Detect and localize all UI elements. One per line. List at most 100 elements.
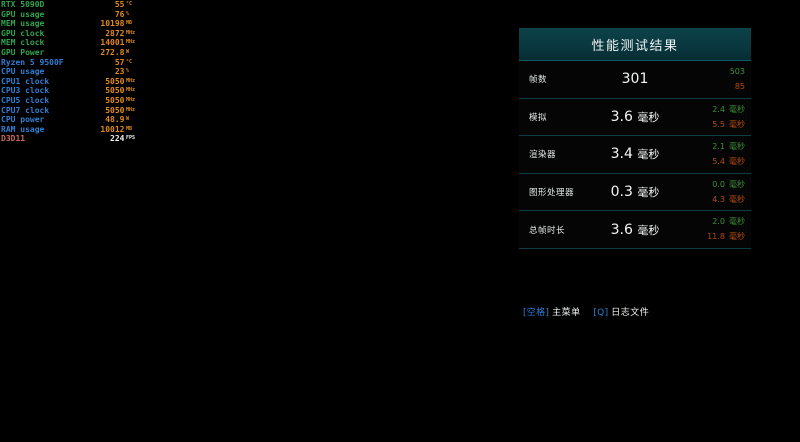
hw-row-value: 23	[114, 67, 125, 77]
hw-row-unit: W	[126, 116, 130, 123]
hw-row-label: CPU power	[1, 115, 45, 125]
result-row-worst-number: 85	[734, 82, 745, 91]
hw-row-label: GPU usage	[1, 9, 45, 19]
hw-cpu-section: Ryzen 5 9500F 57 °C CPU usage 23% CPU1 clock 5…	[0, 58, 140, 135]
hw-row: MEM usage 10198 MB	[0, 19, 140, 29]
hw-row: GPU usage 76%	[0, 10, 140, 20]
hw-row-unit: MHz	[126, 77, 136, 84]
hw-row-label: RTX 5090D	[1, 0, 45, 9]
hw-row-label: MEM clock	[1, 38, 45, 48]
result-row-minmax: 2.4 毫秒 5.5 毫秒	[689, 102, 745, 132]
hw-row-label: GPU clock	[1, 28, 45, 38]
hw-api-section: D3D11 224 FPS	[0, 134, 140, 144]
result-row-best-unit: 毫秒	[726, 217, 745, 227]
hw-row: GPU clock 2872 MHz	[0, 29, 140, 39]
result-row-unit: 毫秒	[633, 148, 660, 162]
hw-row-unit: MHz	[126, 96, 136, 103]
hw-row: CPU3 clock 5050 MHz	[0, 86, 140, 96]
hw-row-unit: W	[126, 48, 130, 55]
hw-row-label: CPU7 clock	[1, 105, 50, 115]
hw-row: GPU Power 272.8 W	[0, 48, 140, 58]
result-row-best-number: 2.4	[712, 104, 725, 114]
result-row: 模拟 3.6 毫秒 2.4 毫秒 5.5 毫秒	[519, 99, 751, 137]
hw-row-unit: MB	[126, 20, 133, 27]
key-q-label[interactable]: 日志文件	[611, 308, 650, 318]
result-row-unit: 毫秒	[633, 223, 660, 237]
hw-row: D3D11 224 FPS	[0, 134, 140, 144]
result-row-worst-number: 4.3	[712, 194, 725, 204]
hw-row-value: 272.8	[100, 47, 125, 57]
hw-row-value: 5050	[105, 105, 125, 115]
hw-row-unit: MHz	[126, 29, 136, 36]
result-row-value: 0.3 毫秒	[519, 184, 751, 200]
benchmark-result-panel: 性能测试结果 帧数 301 503 85 模拟 3.6 毫秒 2.4 毫秒 5.5 毫秒 渲染器…	[519, 28, 751, 249]
result-row-best-unit: 毫秒	[726, 142, 745, 152]
result-row-worst: 5.4 毫秒	[689, 154, 745, 169]
hw-row-value: 224	[110, 134, 125, 144]
result-row-minmax: 503 85	[689, 64, 745, 94]
result-row: 图形处理器 0.3 毫秒 0.0 毫秒 4.3 毫秒	[519, 174, 751, 212]
result-row-name: 渲染器	[529, 150, 557, 161]
result-row-best-number: 503	[729, 67, 745, 76]
result-row-minmax: 2.1 毫秒 5.4 毫秒	[689, 139, 745, 169]
hw-row: RAM usage 10012 MB	[0, 125, 140, 135]
hw-row: CPU usage 23%	[0, 67, 140, 77]
hw-row-unit: %	[126, 68, 130, 75]
result-row-worst: 4.3 毫秒	[689, 192, 745, 207]
hw-row-label: CPU1 clock	[1, 76, 50, 86]
result-row-best-unit: 毫秒	[726, 179, 745, 189]
hw-row: CPU1 clock 5050 MHz	[0, 77, 140, 87]
result-row-number: 3.4	[610, 146, 633, 163]
hw-row-value: 10012	[100, 124, 125, 134]
hw-gpu-section: RTX 5090D 55 °C GPU usage 76% MEM usage 10198 M…	[0, 0, 140, 58]
result-row-name: 总帧时长	[529, 225, 566, 236]
result-row-best: 2.0 毫秒	[689, 214, 745, 229]
hw-row: Ryzen 5 9500F 57 °C	[0, 58, 140, 68]
result-row-best: 0.0 毫秒	[689, 177, 745, 192]
result-row-worst: 11.8 毫秒	[689, 229, 745, 244]
result-row-worst: 5.5 毫秒	[689, 117, 745, 132]
hw-row-value: 5050	[105, 76, 125, 86]
result-row-best: 503	[689, 64, 745, 79]
result-row-value: 301	[519, 71, 751, 87]
result-row-name: 模拟	[529, 112, 548, 123]
hw-row-unit: °C	[126, 58, 133, 65]
hw-row-unit: MHz	[126, 106, 136, 113]
result-row-name: 图形处理器	[529, 188, 575, 199]
hw-row-label: Ryzen 5 9500F	[1, 57, 64, 67]
key-q[interactable]: [Q]	[593, 308, 609, 318]
hw-row-value: 2872	[105, 28, 125, 38]
hw-row-label: RAM usage	[1, 124, 45, 134]
result-row: 总帧时长 3.6 毫秒 2.0 毫秒 11.8 毫秒	[519, 211, 751, 249]
result-row-number: 3.6	[610, 221, 633, 238]
result-row-value: 3.4 毫秒	[519, 146, 751, 162]
key-space[interactable]: [空格]	[523, 308, 550, 318]
page-title: 性能测试结果	[591, 38, 679, 54]
result-row-worst-unit: 毫秒	[726, 119, 745, 129]
hw-row-label: CPU3 clock	[1, 86, 50, 96]
hw-row-value: 10198	[100, 19, 125, 29]
key-space-label[interactable]: 主菜单	[552, 308, 581, 318]
result-row-value: 3.6 毫秒	[519, 109, 751, 125]
hw-row-label: GPU Power	[1, 47, 45, 57]
result-row-worst-unit: 毫秒	[726, 157, 745, 167]
hw-row-value: 5050	[105, 95, 125, 105]
result-row-name: 帧数	[529, 75, 548, 86]
result-row: 渲染器 3.4 毫秒 2.1 毫秒 5.4 毫秒	[519, 136, 751, 174]
result-row-worst-unit: 毫秒	[726, 194, 745, 204]
result-row-number: 301	[621, 71, 649, 88]
hw-row: CPU5 clock 5050 MHz	[0, 96, 140, 106]
hw-row-label: D3D11	[1, 134, 26, 144]
result-row-worst-number: 5.4	[712, 157, 725, 167]
hw-row-value: 55	[114, 0, 125, 9]
hw-row: CPU power 48.9 W	[0, 115, 140, 125]
result-row-best: 2.4 毫秒	[689, 102, 745, 117]
hw-row-label: MEM usage	[1, 19, 45, 29]
result-row-minmax: 2.0 毫秒 11.8 毫秒	[689, 214, 745, 244]
result-rows: 帧数 301 503 85 模拟 3.6 毫秒 2.4 毫秒 5.5 毫秒 渲染器 3.4 毫秒 2…	[519, 61, 751, 249]
hw-row-value: 76	[114, 9, 125, 19]
result-row-best-unit: 毫秒	[726, 104, 745, 114]
result-row-worst-number: 5.5	[712, 119, 725, 129]
footer-hint: [空格] 主菜单 [Q] 日志文件	[523, 305, 649, 318]
result-row-unit: 毫秒	[633, 110, 660, 124]
